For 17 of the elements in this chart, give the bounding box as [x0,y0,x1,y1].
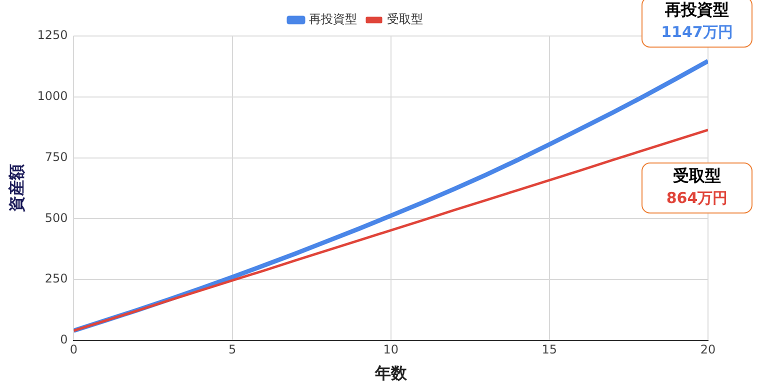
x-tick-label: 5 [228,342,236,357]
x-tick-label: 15 [542,342,558,357]
annotation: 再投資型 1147万円 [661,0,733,41]
y-axis-title: 資産額 [6,164,26,214]
y-tick-label: 750 [44,150,68,164]
annotation: 受取型 864万円 [666,166,728,207]
x-tick-label: 0 [70,342,78,357]
legend-label: 再投資型 [309,12,357,26]
y-tick-label: 0 [60,332,68,347]
y-tick-label: 1000 [37,89,68,104]
x-tick-label: 10 [383,342,399,357]
y-tick-label: 500 [44,210,68,225]
y-tick-label: 250 [44,272,68,286]
x-axis-title: 年数 [374,364,408,383]
y-tick-label: 1250 [37,28,68,42]
legend-label: 受取型 [387,12,423,26]
x-tick-label: 20 [700,342,716,357]
